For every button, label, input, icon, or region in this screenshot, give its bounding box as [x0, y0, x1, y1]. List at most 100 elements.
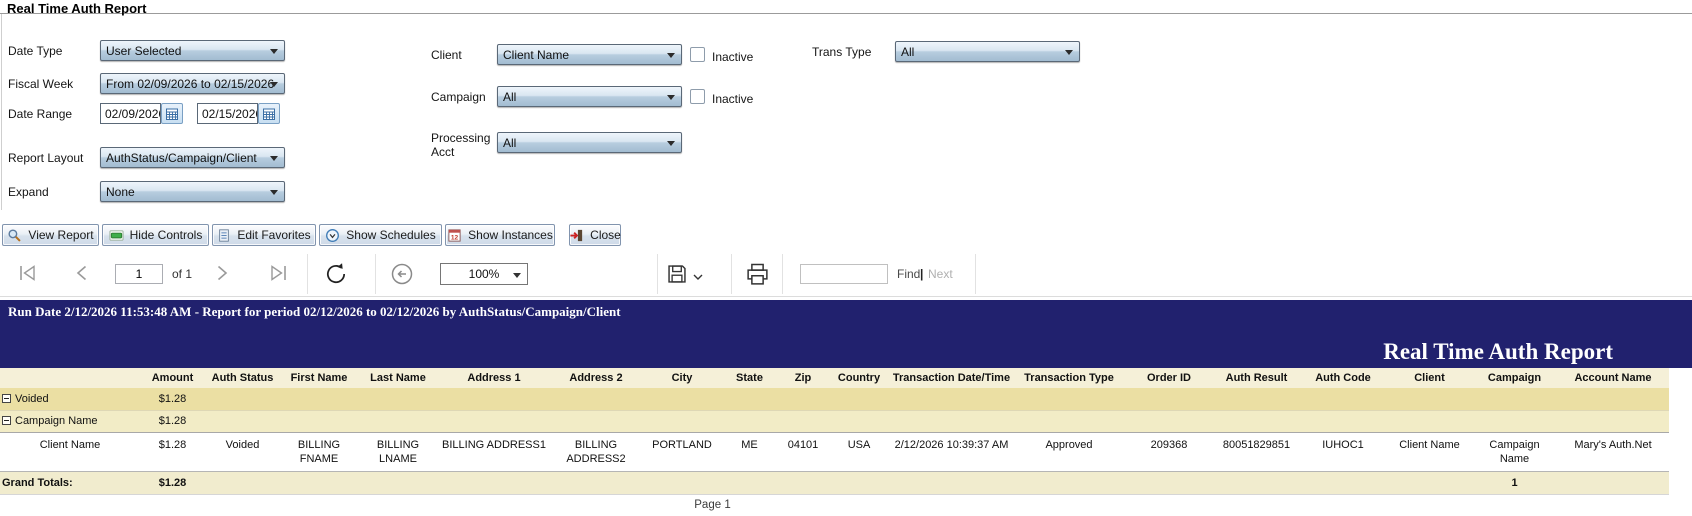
trans-type-label: Trans Type	[812, 45, 872, 59]
calendar-icon	[263, 108, 275, 120]
toolbar-separator	[782, 254, 783, 294]
client-inactive-label: Inactive	[712, 50, 754, 64]
first-page-button[interactable]	[16, 265, 40, 281]
column-header-address1: Address 1	[467, 372, 521, 384]
report-table: Amount Auth Status First Name Last Name …	[0, 368, 1669, 495]
edit-favorites-button[interactable]: Edit Favorites	[212, 224, 316, 246]
report-layout-dropdown[interactable]: AuthStatus/Campaign/Client	[100, 147, 285, 168]
toolbar-separator	[975, 254, 976, 294]
zoom-select[interactable]: 100%	[440, 263, 528, 285]
date-to-input[interactable]	[197, 103, 258, 124]
refresh-button[interactable]	[322, 260, 350, 288]
hide-controls-label: Hide Controls	[129, 228, 203, 242]
column-header-auth-code: Auth Code	[1315, 372, 1371, 384]
group-amount: $1.28	[158, 392, 187, 405]
instances-badge: 12	[451, 234, 459, 241]
report-layout-value: AuthStatus/Campaign/Client	[106, 150, 257, 165]
calendar-icon	[166, 108, 178, 120]
page-footer-label: Page 1	[694, 499, 731, 512]
show-instances-button[interactable]: 12 Show Instances	[445, 224, 555, 246]
fiscal-week-dropdown[interactable]: From 02/09/2026 to 02/15/2026	[100, 73, 285, 94]
client-label: Client	[431, 48, 462, 62]
refresh-icon	[326, 263, 346, 284]
processing-acct-value: All	[503, 135, 517, 150]
column-header-amount: Amount	[151, 372, 194, 384]
client-inactive-checkbox[interactable]	[690, 47, 705, 62]
column-header-campaign: Campaign	[1487, 372, 1542, 384]
detail-client-name: Client Name	[39, 438, 101, 451]
close-button[interactable]: Close	[569, 224, 621, 246]
show-schedules-button[interactable]: Show Schedules	[319, 224, 442, 246]
group-row-campaign: Campaign Name $1.28	[0, 410, 1669, 432]
last-page-button[interactable]	[266, 265, 290, 281]
previous-page-button[interactable]	[74, 265, 90, 281]
campaign-inactive-checkbox[interactable]	[690, 89, 705, 104]
panel-border	[1, 14, 2, 210]
date-type-dropdown[interactable]: User Selected	[100, 40, 285, 61]
collapse-icon[interactable]	[2, 393, 11, 403]
back-circle-icon	[391, 263, 413, 285]
detail-transaction-type: Approved	[1045, 438, 1093, 451]
processing-acct-dropdown[interactable]: All	[497, 132, 682, 153]
detail-first-name: BILLING FNAME	[297, 438, 341, 466]
detail-address2: BILLING ADDRESS2	[566, 438, 626, 466]
next-result-button[interactable]: Next	[928, 267, 953, 281]
report-title: Real Time Auth Report	[1383, 339, 1613, 364]
page-title: Real Time Auth Report	[7, 1, 147, 16]
print-button[interactable]	[745, 262, 770, 287]
save-export-button[interactable]	[666, 263, 704, 285]
group-name: Campaign Name	[15, 415, 98, 427]
grand-totals-amount: $1.28	[158, 477, 187, 490]
date-range-label: Date Range	[8, 107, 73, 121]
back-button[interactable]	[390, 262, 414, 286]
group-name: Voided	[15, 392, 49, 405]
report-viewer-toolbar: of 1 100% Find | Next	[0, 252, 1692, 297]
show-schedules-label: Show Schedules	[346, 228, 436, 242]
table-header-row: Amount Auth Status First Name Last Name …	[0, 368, 1669, 388]
collapse-icon[interactable]	[2, 416, 11, 425]
view-report-button[interactable]: View Report	[2, 224, 99, 246]
empty-cells	[205, 410, 1669, 432]
column-header-city: City	[671, 372, 693, 384]
action-button-bar: View Report Hide Controls Edit Favorites…	[2, 224, 621, 246]
view-report-label: View Report	[28, 228, 94, 242]
toolbar-separator	[657, 254, 658, 294]
detail-row: Client Name $1.28 Voided BILLING FNAME B…	[0, 432, 1669, 472]
column-header-state: State	[736, 372, 763, 384]
zoom-value: 100%	[468, 267, 500, 281]
first-page-icon	[20, 265, 35, 281]
column-header-first-name: First Name	[290, 372, 348, 384]
date-to-calendar-button[interactable]	[258, 103, 280, 124]
report-header-band: Run Date 2/12/2026 11:53:48 AM - Report …	[0, 300, 1692, 368]
edit-favorites-label: Edit Favorites	[237, 228, 311, 242]
find-next-separator: |	[920, 267, 924, 281]
detail-account-name: Mary's Auth.Net	[1574, 438, 1652, 451]
next-page-button[interactable]	[214, 265, 230, 281]
column-header-transaction-type: Transaction Type	[1024, 372, 1114, 384]
expand-label: Expand	[8, 185, 49, 199]
date-from-calendar-button[interactable]	[161, 103, 183, 124]
run-date-line: Run Date 2/12/2026 11:53:48 AM - Report …	[8, 304, 621, 319]
chevron-down-icon	[693, 274, 703, 280]
document-list-icon	[219, 228, 230, 242]
report-layout-label: Report Layout	[8, 151, 84, 165]
find-input[interactable]	[800, 264, 888, 284]
column-header-auth-status: Auth Status	[211, 372, 274, 384]
fiscal-week-value: From 02/09/2026 to 02/15/2026	[106, 76, 275, 91]
detail-client: Client Name	[1399, 438, 1460, 451]
date-from-input[interactable]	[100, 103, 161, 124]
print-icon	[747, 263, 768, 285]
find-button[interactable]: Find	[897, 267, 921, 281]
expand-dropdown[interactable]: None	[100, 181, 285, 202]
processing-acct-label: Processing Acct	[431, 131, 491, 159]
group-amount: $1.28	[158, 415, 187, 427]
date-type-value: User Selected	[106, 43, 182, 58]
hide-controls-button[interactable]: Hide Controls	[102, 224, 209, 246]
current-page-input[interactable]	[115, 264, 163, 284]
campaign-dropdown[interactable]: All	[497, 86, 682, 107]
grand-totals-row: Grand Totals: $1.28 1	[0, 471, 1669, 495]
trans-type-dropdown[interactable]: All	[895, 41, 1080, 62]
client-dropdown[interactable]: Client Name	[497, 44, 682, 65]
detail-state: ME	[741, 438, 758, 451]
